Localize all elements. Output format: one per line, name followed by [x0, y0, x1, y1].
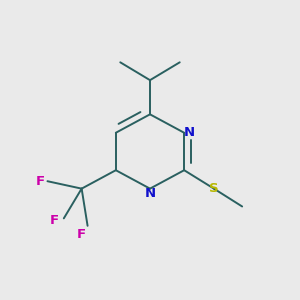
Text: N: N	[144, 187, 156, 200]
Text: F: F	[35, 175, 45, 188]
Text: S: S	[209, 182, 219, 195]
Text: N: N	[184, 126, 195, 139]
Text: F: F	[50, 214, 59, 227]
Text: F: F	[77, 228, 86, 241]
